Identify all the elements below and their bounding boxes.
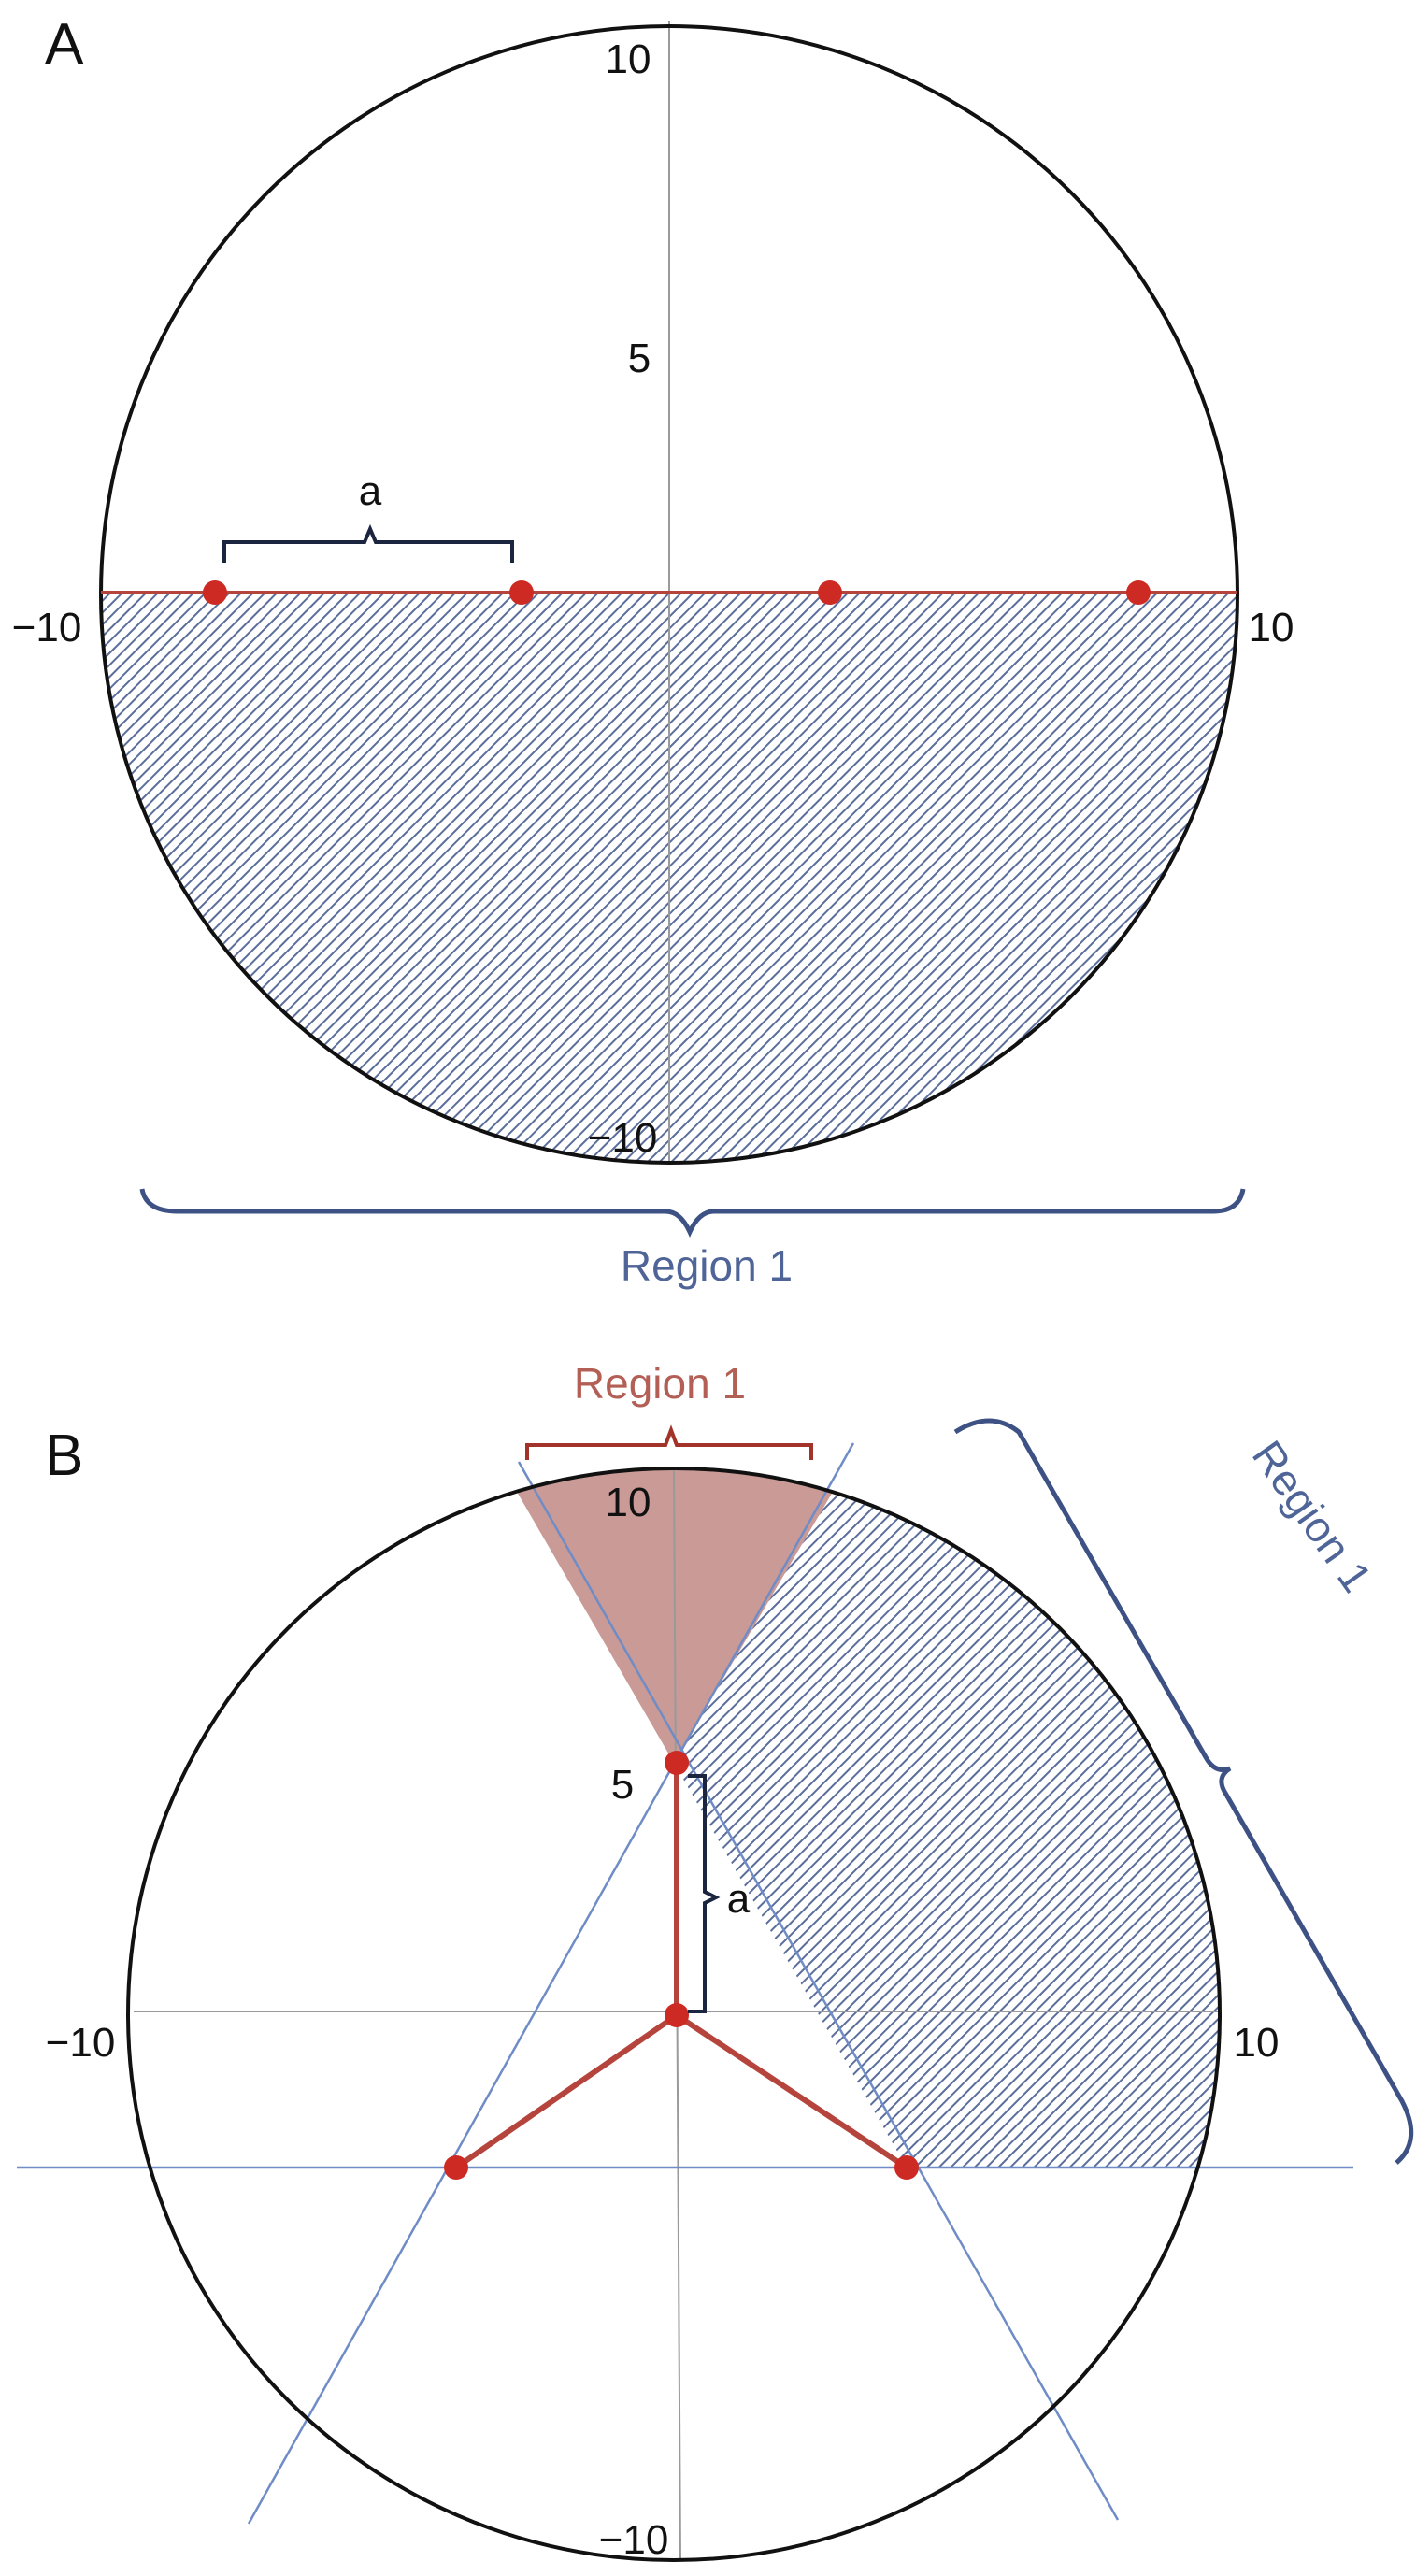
panel-a: A a 10 5 −10 10 −10 Region 1	[12, 12, 1294, 1290]
panel-b-blue-line-left-diagonal	[517, 1461, 1120, 2521]
panel-a-spacing-bracket	[222, 523, 514, 563]
panel-b-point-top	[665, 1751, 689, 1775]
panel-b-point-right	[894, 2155, 919, 2180]
panel-b-region-top-bracket	[525, 1424, 813, 1460]
panel-a-point-1	[203, 580, 227, 605]
panel-a-tick-mid: 5	[628, 336, 651, 381]
panel-b-red-segment-right	[675, 2012, 908, 2170]
panel-a-tick-right: 10	[1249, 605, 1294, 651]
panel-a-tick-left: −10	[12, 605, 82, 651]
panel-a-region-brace	[139, 1188, 1246, 1238]
panel-b-tick-mid: 5	[611, 1762, 634, 1808]
panel-b-region-top-label: Region 1	[574, 1359, 746, 1408]
panel-a-point-3	[818, 580, 842, 605]
panel-b-blue-line-right-diagonal	[247, 1442, 855, 2525]
panel-a-region-label: Region 1	[621, 1241, 793, 1290]
panel-a-point-4	[1126, 580, 1151, 605]
panel-b-tick-left: −10	[46, 2020, 116, 2066]
panel-a-tick-top: 10	[606, 36, 651, 82]
panel-b-spacing-bracket	[688, 1774, 721, 2013]
panel-b-tick-bottom: −10	[599, 2517, 669, 2563]
panel-b-tick-right: 10	[1234, 2020, 1280, 2066]
panel-b-region-side-label: Region 1	[1243, 1432, 1381, 1601]
panel-a-hatched-region	[101, 594, 1237, 1163]
panel-b-point-left	[444, 2155, 468, 2180]
panel-b: B a Region 1 Region 1 10	[17, 1359, 1414, 2563]
panel-a-tick-bottom: −10	[588, 1115, 658, 1161]
panel-b-red-segment-left	[454, 2012, 679, 2170]
panel-b-circle	[126, 1467, 1222, 2562]
panel-a-spacing-label: a	[359, 468, 382, 514]
panel-b-point-center	[665, 2003, 689, 2027]
panel-a-letter: A	[45, 12, 84, 77]
panel-b-tick-top: 10	[606, 1480, 651, 1525]
panel-a-point-2	[509, 580, 534, 605]
panel-b-letter: B	[45, 1424, 83, 1488]
panel-b-spacing-label: a	[727, 1876, 751, 1922]
panel-b-region-side-brace	[953, 1418, 1414, 2165]
